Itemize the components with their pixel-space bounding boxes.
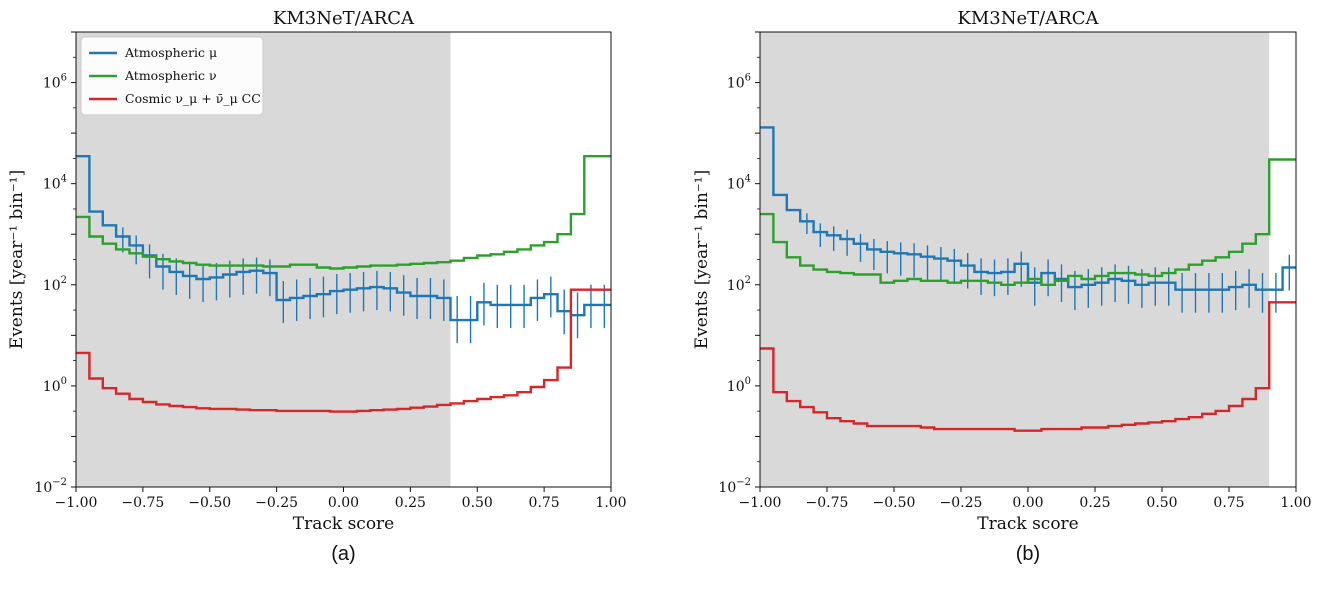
series-line-cosmic-nu [760,301,1296,432]
x-tick-label: −0.50 [873,495,916,511]
y-axis-label: Events [year⁻¹ bin⁻¹] [7,170,27,349]
y-tick-exponent: 2 [61,275,67,286]
legend: Atmospheric μ Atmospheric ν Cosmic ν_μ + ν… [80,36,264,116]
y-tick-base: 10 [34,480,52,496]
x-tick-label: 0.75 [529,495,560,511]
y-tick-exponent: −2 [736,477,751,488]
x-tick-label: 1.00 [1280,495,1311,511]
x-tick-label: 0.75 [1213,495,1244,511]
y-axis-label: Events [year⁻¹ bin⁻¹] [692,170,712,349]
legend-entry: Atmospheric μ [124,45,217,60]
legend-entry: Cosmic ν_μ + ν̄_μ CC [125,91,261,106]
x-tick-label: 1.00 [595,495,626,511]
x-tick-label: −0.75 [121,495,164,511]
series-line-cosmic-nu [76,288,611,413]
y-tick-base: 10 [718,480,736,496]
x-tick-label: −0.50 [188,495,231,511]
x-tick-label: −1.00 [739,495,782,511]
y-tick-label: 100 [43,376,67,395]
y-tick-label: 104 [43,174,67,193]
y-tick-exponent: 0 [745,376,751,387]
x-tick-label: 0.50 [1146,495,1177,511]
y-tick-base: 10 [43,177,61,193]
y-tick-exponent: 4 [745,174,751,185]
x-axis-label: Track score [977,514,1079,534]
y-tick-label: 106 [43,73,67,92]
y-tick-exponent: 6 [745,73,751,84]
y-tick-exponent: 4 [61,174,67,185]
x-tick-label: 0.00 [1012,495,1043,511]
legend-box [80,36,264,116]
y-tick-base: 10 [727,278,745,294]
plot-area [76,155,611,413]
y-tick-exponent: 0 [61,376,67,387]
series-line-atmospheric-nu [760,158,1296,286]
y-tick-label: 106 [727,73,751,92]
y-tick-label: 100 [727,376,751,395]
chart-panel-b: −1.00 −0.75 −0.50 −0.25 0.00 0.25 0.50 0.75 1.00… [692,8,1312,565]
x-tick-label: 0.00 [328,495,359,511]
x-tick-label: −0.25 [940,495,983,511]
y-tick-base: 10 [43,379,61,395]
series-line-atmospheric-nu [76,155,611,270]
chart-panel-a: −1.00 −0.75 −0.50 −0.25 0.00 0.25 0.50 0.75 1.00… [7,8,627,565]
chart-title: KM3NeT/ARCA [273,8,415,29]
x-tick-label: −1.00 [55,495,98,511]
y-tick-label: 10−2 [718,477,751,496]
y-tick-base: 10 [727,379,745,395]
x-tick-label: 0.25 [1079,495,1110,511]
series-line-atmospheric-mu [76,155,611,322]
panel-caption: (b) [1016,543,1040,565]
plot-area [760,126,1296,432]
y-tick-label: 10−2 [34,477,67,496]
x-axis-label: Track score [293,514,395,534]
y-tick-base: 10 [43,76,61,92]
y-tick-base: 10 [727,76,745,92]
legend-entry: Atmospheric ν [124,68,217,83]
y-tick-label: 104 [727,174,751,193]
excluded-region-shading [760,32,1270,487]
x-tick-label: −0.25 [255,495,298,511]
y-tick-base: 10 [43,278,61,294]
y-tick-exponent: 6 [61,73,67,84]
x-tick-label: −0.75 [806,495,849,511]
chart-title: KM3NeT/ARCA [957,8,1099,29]
x-tick-label: 0.25 [395,495,426,511]
series-line-atmospheric-mu [760,126,1296,291]
x-tick-label: 0.50 [462,495,493,511]
y-tick-exponent: −2 [52,477,67,488]
panel-caption: (a) [331,543,355,565]
y-tick-base: 10 [727,177,745,193]
y-tick-label: 102 [727,275,751,294]
y-tick-exponent: 2 [745,275,751,286]
y-tick-label: 102 [43,275,67,294]
